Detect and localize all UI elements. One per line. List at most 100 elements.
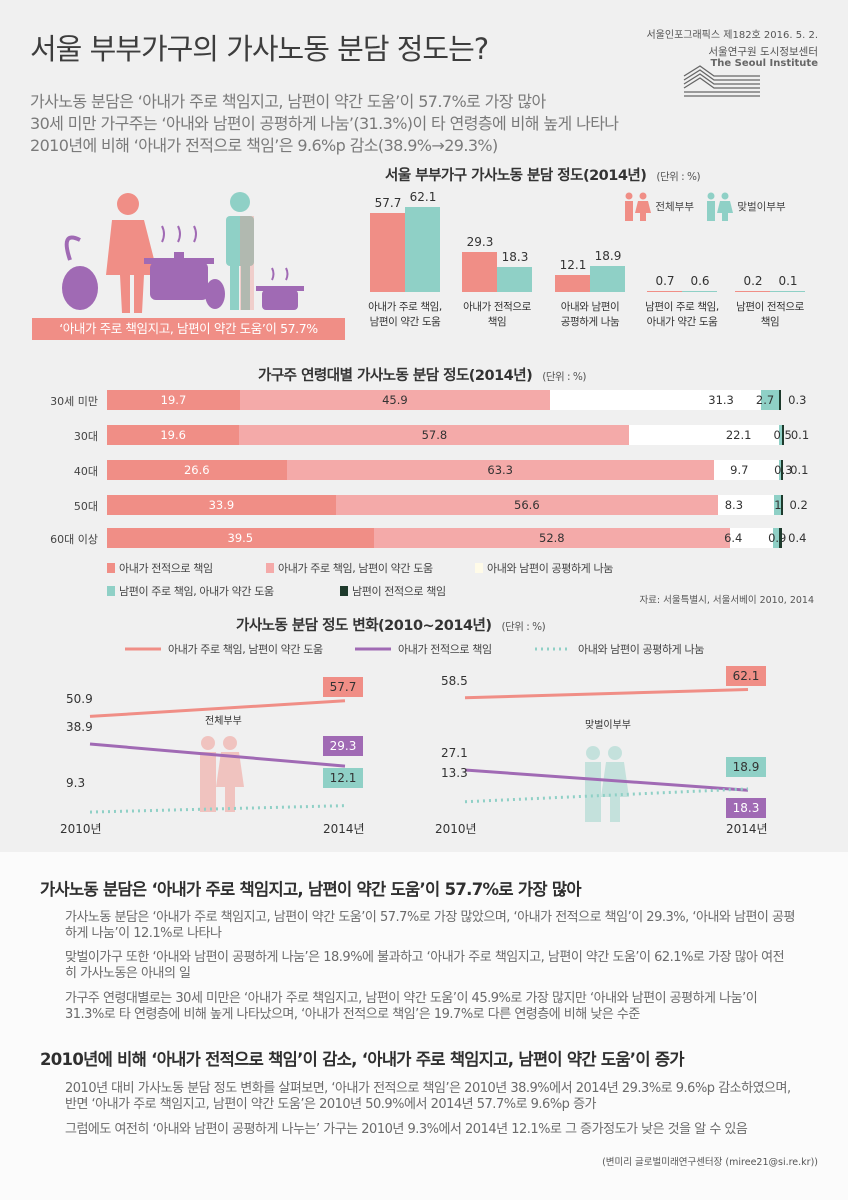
category-label: 책임 <box>760 316 780 328</box>
end-value-box: 18.9 <box>726 756 766 777</box>
segment-value-label: 63.3 <box>487 463 513 477</box>
end-value-box: 62.1 <box>726 665 766 686</box>
bar <box>462 251 497 292</box>
segment-value-label: 0.1 <box>790 428 810 442</box>
legend-item: 아내가 주로 책임, 남편이 약간 도움 <box>266 560 433 576</box>
line-chart-title: 가사노동 분담 정도 변화(2010~2014년) (단위 : %) <box>236 618 546 634</box>
author-credit: (변미리 글로벌미래연구센터장 (miree21@si.re.kr)) <box>602 1157 818 1168</box>
stacked-segment <box>549 390 762 410</box>
category-label: 아내가 약간 도움 <box>646 316 718 328</box>
legend-label: 아내와 남편이 공평하게 나눔 <box>578 643 704 656</box>
paragraph: 그럼에도 여전히 ‘아내와 남편이 공평하게 나누는’ 가구는 2010년 9.… <box>65 1122 748 1137</box>
segment-value-label: 6.4 <box>724 531 743 545</box>
legend-label: 아내가 전적으로 책임 <box>398 643 492 656</box>
stacked-segment <box>107 460 287 480</box>
couple-teal-illustration-icon <box>585 746 629 822</box>
segment-value-label: 56.6 <box>514 498 540 512</box>
bar <box>497 266 532 292</box>
stacked-segment <box>107 495 336 515</box>
category-label: 공평하게 나눔 <box>560 316 620 328</box>
start-value-label: 58.5 <box>441 673 468 688</box>
legend-all-couples: 전체부부 <box>620 192 694 222</box>
stacked-segment <box>782 425 784 445</box>
legend-line-swatch <box>535 647 571 651</box>
stacked-segment <box>779 460 782 480</box>
legend-swatch <box>475 563 483 573</box>
vacuum-icon <box>205 279 225 309</box>
end-value-box: 12.1 <box>323 767 363 788</box>
summary-section <box>0 852 848 1200</box>
segment-value-label: 39.5 <box>227 531 254 545</box>
bar-value-label: 0.2 <box>743 273 763 288</box>
stacked-segment <box>239 390 550 410</box>
start-value-label: 13.3 <box>441 765 468 780</box>
category-label: 남편이 전적으로 <box>736 301 804 313</box>
couple-pink-illustration-icon <box>200 736 244 812</box>
panel-label: 맞벌이부부 <box>585 720 631 731</box>
x-tick-label: 2010년 <box>435 822 477 836</box>
legend-label: 아내와 남편이 공평하게 나눔 <box>487 562 613 575</box>
couple-pink-icon <box>625 192 651 221</box>
paragraph: 맞벌이가구 또한 ‘아내와 남편이 공평하게 나눔’은 18.9%에 불과하고 … <box>65 950 785 981</box>
paragraph: 가사노동 분담은 ‘아내가 주로 책임지고, 남편이 약간 도움’이 57.7%… <box>65 910 795 941</box>
legend-line-swatch <box>355 647 391 651</box>
bar <box>647 290 682 292</box>
legend-label: 남편이 주로 책임, 아내가 약간 도움 <box>119 585 274 598</box>
legend-label: 아내가 주로 책임, 남편이 약간 도움 <box>168 643 323 656</box>
row-label: 30세 미만 <box>50 395 98 408</box>
section-heading-1: 가사노동 분담은 ‘아내가 주로 책임지고, 남편이 약간 도움’이 57.7%… <box>40 880 582 899</box>
stacked-segment <box>373 528 731 548</box>
row-label: 60대 이상 <box>50 533 98 546</box>
start-value-label: 9.3 <box>66 776 86 791</box>
stacked-segment <box>239 425 630 445</box>
end-value-box: 18.3 <box>726 798 766 819</box>
bar <box>405 206 440 292</box>
illustration-caption: ‘아내가 주로 책임지고, 남편이 약간 도움’이 57.7% <box>32 318 345 340</box>
bar-value-label: 12.1 <box>559 258 587 273</box>
legend-swatch <box>340 586 348 596</box>
man-icon <box>226 192 254 310</box>
legend-swatch <box>266 563 274 573</box>
legend-label: 아내가 전적으로 책임 <box>119 562 213 575</box>
category-label: 책임 <box>487 316 507 328</box>
issue-info: 서울인포그래픽스 제182호 2016. 5. 2. <box>646 30 818 41</box>
legend-item: 아내가 주로 책임, 남편이 약간 도움 <box>125 641 323 657</box>
legend-swatch <box>107 586 115 596</box>
page-title: 서울 부부가구의 가사노동 분담 정도는? <box>30 32 489 66</box>
segment-value-label: 52.8 <box>539 531 565 545</box>
stacked-segment <box>107 528 374 548</box>
stacked-segment <box>107 390 240 410</box>
stacked-chart-title: 가구주 연령대별 가사노동 분담 정도(2014년) (단위 : %) <box>258 368 586 384</box>
series-line <box>89 699 346 718</box>
segment-value-label: 33.9 <box>208 498 235 512</box>
segment-value-label: 9.7 <box>730 463 749 477</box>
category-label: 아내가 전적으로 <box>463 301 531 313</box>
legend-item: 아내와 남편이 공평하게 나눔 <box>535 641 704 657</box>
series-line <box>89 804 346 814</box>
stacked-segment <box>713 460 780 480</box>
stacked-segment <box>717 495 774 515</box>
legend-swatch <box>107 563 115 573</box>
segment-value-label: 31.3 <box>708 393 734 407</box>
bar <box>370 212 405 292</box>
stacked-segment <box>107 425 240 445</box>
category-label: 남편이 주로 책임, <box>645 301 719 313</box>
start-value-label: 50.9 <box>66 692 93 707</box>
segment-value-label: 22.1 <box>725 428 752 442</box>
stacked-segment <box>629 425 779 445</box>
legend-item: 남편이 전적으로 책임 <box>340 583 446 599</box>
subtitle-3: 2010년에 비해 ‘아내가 전적으로 책임’은 9.6%p 감소(38.9%→… <box>30 136 498 155</box>
legend-item: 남편이 주로 책임, 아내가 약간 도움 <box>107 583 274 599</box>
x-tick-label: 2014년 <box>323 822 365 836</box>
segment-value-label: 0.3 <box>788 393 807 407</box>
seoul-institute-logo-icon <box>683 65 760 97</box>
segment-value-label: 0.2 <box>789 498 808 512</box>
segment-value-label: 8.3 <box>724 498 744 512</box>
end-value-box: 57.7 <box>323 676 363 697</box>
legend-item: 아내와 남편이 공평하게 나눔 <box>475 560 613 576</box>
bar-value-label: 18.9 <box>594 249 622 264</box>
stacked-segment <box>773 495 781 515</box>
bar <box>735 290 770 292</box>
category-label: 남편이 약간 도움 <box>369 316 441 328</box>
